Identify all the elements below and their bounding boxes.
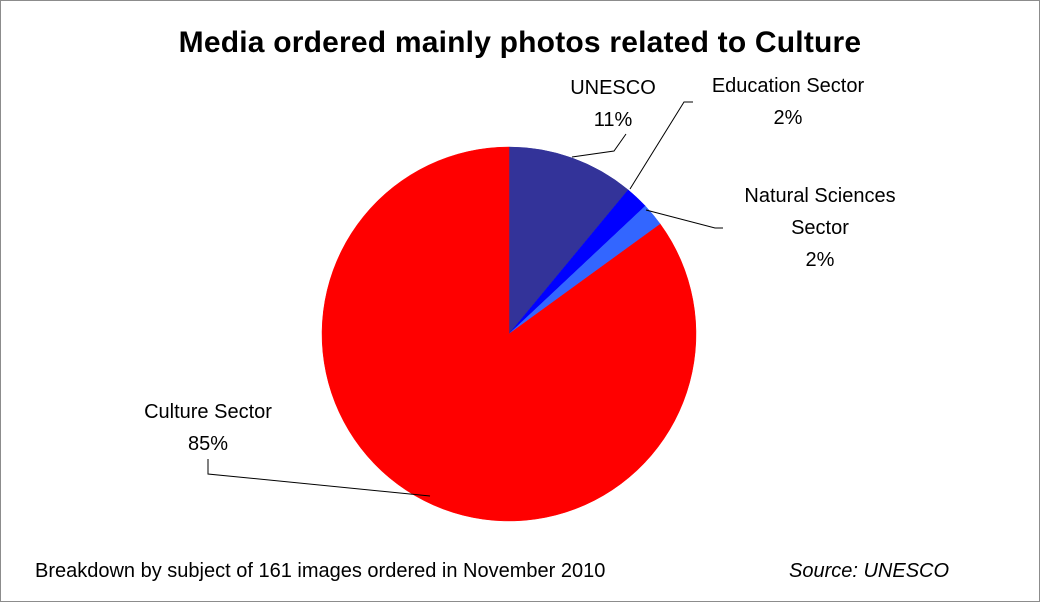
data-label-education: Education Sector 2% bbox=[688, 70, 888, 134]
leader-line-unesco bbox=[571, 133, 627, 158]
footer-note: Breakdown by subject of 161 images order… bbox=[35, 560, 606, 582]
data-label-education-value: 2% bbox=[773, 107, 803, 129]
data-label-natural-sciences: Natural Sciences Sector 2% bbox=[720, 180, 920, 276]
data-label-culture-name: Culture Sector bbox=[144, 401, 272, 423]
data-label-natural-sciences-name-1: Natural Sciences bbox=[744, 185, 896, 207]
chart-title: Media ordered mainly photos related to C… bbox=[178, 26, 862, 59]
pie-slices bbox=[321, 146, 697, 522]
data-label-natural-sciences-value: 2% bbox=[805, 249, 835, 271]
data-label-unesco-value: 11% bbox=[593, 109, 633, 131]
leader-line-culture bbox=[207, 459, 431, 497]
data-label-education-name: Education Sector bbox=[711, 75, 865, 97]
data-label-unesco: UNESCO 11% bbox=[553, 72, 673, 136]
data-label-natural-sciences-name-2: Sector bbox=[791, 217, 849, 239]
data-label-culture: Culture Sector 85% bbox=[118, 396, 298, 460]
leader-line-education bbox=[629, 101, 693, 190]
leader-line-natural-sciences bbox=[645, 209, 723, 229]
pie-slice-culture-sector bbox=[321, 146, 697, 522]
data-label-unesco-name: UNESCO bbox=[570, 77, 656, 99]
data-label-culture-value: 85% bbox=[187, 433, 229, 455]
footer-source: Source: UNESCO bbox=[789, 560, 950, 582]
leader-lines bbox=[207, 101, 723, 497]
pie-slice-unesco bbox=[508, 146, 629, 335]
